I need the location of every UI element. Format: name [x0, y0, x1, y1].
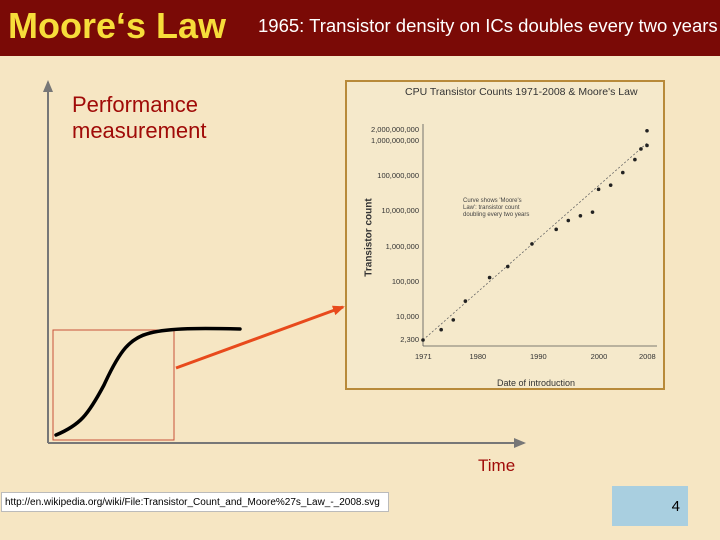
y-tick-label: 100,000,000: [377, 171, 419, 180]
y-tick-label: 1,000,000: [385, 241, 419, 251]
data-point: [554, 227, 558, 232]
x-tick-label: 1990: [530, 352, 547, 361]
data-point: [505, 264, 510, 269]
data-point: [439, 327, 443, 332]
data-point: [463, 299, 468, 303]
page-number: 4: [612, 486, 688, 526]
time-label: Time: [478, 456, 516, 475]
data-point: [487, 275, 492, 280]
y-tick-label: 1,000,000,000: [371, 135, 419, 145]
chart-plot: [421, 124, 657, 347]
data-point: [645, 128, 649, 133]
title-bar: [0, 0, 720, 56]
growth-arrow: [175, 305, 345, 370]
data-point: [639, 147, 643, 151]
zoom-box: [52, 329, 175, 441]
data-point: [421, 338, 425, 342]
chart-annotation: Curve shows 'Moore's Law': transistor co…: [463, 198, 530, 218]
data-point: [596, 187, 601, 192]
data-point: [530, 242, 534, 246]
data-point: [590, 210, 595, 214]
data-point: [620, 170, 625, 175]
x-tick-label: 1971: [415, 352, 432, 361]
data-point: [645, 143, 649, 148]
y-tick-label: 2,000,000,000: [371, 125, 419, 134]
x-tick-label: 2008: [639, 352, 656, 361]
data-point: [566, 218, 571, 223]
y-tick-label: 10,000,000: [381, 206, 419, 216]
data-point: [608, 183, 613, 187]
x-tick-label: 1980: [469, 352, 487, 361]
moores-law-chart: CPU Transistor Counts 1971-2008 & Moore'…: [345, 80, 665, 390]
y-tick-label: 100,000: [391, 277, 419, 287]
s-curve: [54, 326, 242, 437]
x-tick-label: 2000: [590, 352, 608, 361]
data-point: [578, 213, 583, 218]
slide-title: Moore‘s Law: [8, 5, 227, 46]
slide-subtitle: 1965: Transistor density on ICs doubles …: [258, 15, 718, 36]
chart-xlabel: Date of introduction: [497, 378, 576, 388]
data-point: [451, 318, 456, 322]
y-tick-label: 2,300: [400, 335, 419, 344]
data-point: [633, 157, 637, 162]
performance-label: Performance measurement: [72, 92, 207, 143]
chart-title: CPU Transistor Counts 1971-2008 & Moore'…: [405, 86, 638, 98]
source-url[interactable]: http://en.wikipedia.org/wiki/File:Transi…: [1, 492, 389, 512]
y-tick-label: 10,000: [396, 312, 419, 322]
moores-law-trendline: [422, 142, 648, 341]
